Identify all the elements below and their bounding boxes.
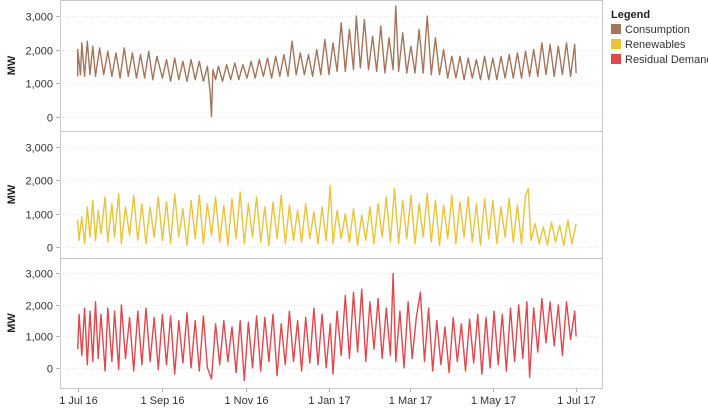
x-tick-label: 1 May 17 <box>471 395 516 407</box>
y-tick-label: 1,000 <box>25 210 53 222</box>
legend-title: Legend <box>611 9 650 21</box>
y-tick-label: 1,000 <box>25 332 53 344</box>
y-tick-label: 2,000 <box>25 176 53 188</box>
x-tick-label: 1 Jul 17 <box>557 395 596 407</box>
y-tick-label: 0 <box>47 364 53 376</box>
legend-label: Renewables <box>625 39 686 51</box>
y-tick-label: 3,000 <box>25 143 53 155</box>
legend-label: Consumption <box>625 24 690 36</box>
x-tick-label: 1 Sep 16 <box>140 395 184 407</box>
panel-renewables: 0 1,000 2,000 3,000 MW <box>6 131 603 258</box>
panel-residual-demand: 0 1,000 2,000 3,000 MW <box>6 258 603 388</box>
series-line-renewables <box>77 184 577 247</box>
y-tick-label: 3,000 <box>25 269 53 281</box>
legend-swatch <box>611 24 621 34</box>
legend-item[interactable]: Consumption <box>611 24 690 36</box>
panels-layer: 0 1,000 2,000 3,000 MW 0 1,000 2,000 3,000 MW 0 1,0… <box>6 0 603 388</box>
y-axis-title: MW <box>6 184 18 204</box>
y-tick-label: 0 <box>47 243 53 255</box>
y-tick-label: 2,000 <box>25 301 53 313</box>
legend: Legend Consumption Renewables Residual Dem… <box>611 9 708 66</box>
y-tick-label: 3,000 <box>25 12 53 24</box>
legend-swatch <box>611 39 621 49</box>
legend-label: Residual Demand <box>625 54 708 66</box>
panel-consumption: 0 1,000 2,000 3,000 MW <box>6 0 603 131</box>
legend-swatch <box>611 54 621 64</box>
y-tick-label: 1,000 <box>25 79 53 91</box>
x-axis: 1 Jul 16 1 Sep 16 1 Nov 16 1 Jan 17 1 Mar 17… <box>59 388 603 407</box>
y-axis-title: MW <box>6 55 18 75</box>
series-line-consumption <box>76 5 577 118</box>
y-tick-label: 0 <box>47 113 53 125</box>
x-tick-label: 1 Jul 16 <box>59 395 98 407</box>
x-tick-label: 1 Jan 17 <box>308 395 350 407</box>
y-axis-title: MW <box>6 313 18 333</box>
y-tick-label: 2,000 <box>25 46 53 58</box>
series-line-residual-demand <box>77 272 577 382</box>
x-tick-label: 1 Mar 17 <box>389 395 432 407</box>
legend-item[interactable]: Renewables <box>611 39 686 51</box>
x-tick-label: 1 Nov 16 <box>224 395 268 407</box>
legend-item[interactable]: Residual Demand <box>611 54 708 66</box>
